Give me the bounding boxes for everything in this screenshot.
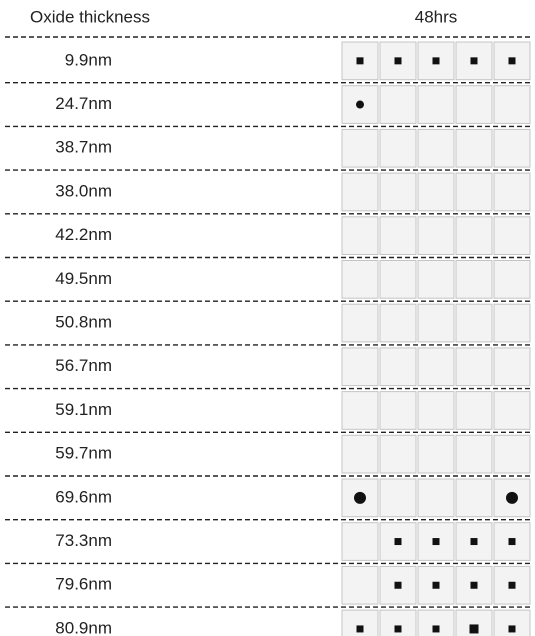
spot bbox=[433, 57, 440, 64]
sample-cell bbox=[418, 304, 454, 342]
figure: Oxide thickness 48hrs 9.9nm 24.7nm 38.7nm 3… bbox=[0, 0, 535, 636]
sample-cell bbox=[456, 304, 492, 342]
spot bbox=[471, 582, 478, 589]
sample-cell bbox=[380, 86, 416, 124]
sample-cell bbox=[342, 348, 378, 386]
sample-cell bbox=[380, 129, 416, 167]
spot bbox=[357, 57, 364, 64]
spot bbox=[509, 57, 516, 64]
spot bbox=[356, 101, 364, 109]
sample-cell bbox=[380, 261, 416, 299]
sample-cell bbox=[380, 348, 416, 386]
sample-cell bbox=[456, 261, 492, 299]
sample-cell bbox=[342, 392, 378, 430]
row-label: 9.9nm bbox=[65, 50, 112, 69]
sample-cell bbox=[342, 217, 378, 255]
spot bbox=[470, 624, 479, 633]
sample-cell bbox=[494, 348, 530, 386]
sample-cell bbox=[494, 392, 530, 430]
row-label: 56.7nm bbox=[55, 356, 112, 375]
spot bbox=[395, 625, 402, 632]
spot bbox=[471, 538, 478, 545]
sample-cell bbox=[380, 173, 416, 211]
spot bbox=[509, 538, 516, 545]
sample-cell bbox=[380, 304, 416, 342]
sample-cell bbox=[418, 86, 454, 124]
sample-cell bbox=[494, 129, 530, 167]
spot bbox=[433, 582, 440, 589]
column-header: 48hrs bbox=[415, 7, 458, 26]
sample-cell bbox=[342, 566, 378, 604]
row-label: 79.6nm bbox=[55, 575, 112, 594]
sample-cell bbox=[494, 217, 530, 255]
sample-cell bbox=[342, 304, 378, 342]
spot bbox=[506, 492, 518, 504]
row-label: 42.2nm bbox=[55, 225, 112, 244]
sample-cell bbox=[418, 217, 454, 255]
sample-cell bbox=[494, 261, 530, 299]
sample-cell bbox=[456, 173, 492, 211]
sample-cell bbox=[494, 435, 530, 473]
sample-cell bbox=[456, 479, 492, 517]
sample-cell bbox=[342, 435, 378, 473]
sample-cell bbox=[418, 173, 454, 211]
spot bbox=[471, 57, 478, 64]
sample-cell bbox=[342, 173, 378, 211]
sample-cell bbox=[380, 435, 416, 473]
sample-cell bbox=[380, 479, 416, 517]
sample-cell bbox=[342, 261, 378, 299]
spot bbox=[433, 625, 440, 632]
sample-cell bbox=[456, 392, 492, 430]
column-header: Oxide thickness bbox=[30, 7, 150, 26]
sample-cell bbox=[494, 86, 530, 124]
sample-cell bbox=[380, 217, 416, 255]
sample-cell bbox=[418, 479, 454, 517]
row-label: 24.7nm bbox=[55, 94, 112, 113]
row-label: 59.7nm bbox=[55, 444, 112, 463]
page: {"header": {"columns": ["Oxide thickness… bbox=[0, 0, 535, 636]
sample-cell bbox=[456, 129, 492, 167]
sample-cell bbox=[494, 173, 530, 211]
sample-cell bbox=[456, 217, 492, 255]
spot bbox=[357, 625, 364, 632]
sample-cell bbox=[380, 392, 416, 430]
row-label: 38.0nm bbox=[55, 181, 112, 200]
row-label: 38.7nm bbox=[55, 138, 112, 157]
sample-cell bbox=[342, 523, 378, 561]
spot bbox=[433, 538, 440, 545]
sample-cell bbox=[494, 304, 530, 342]
sample-cell bbox=[418, 261, 454, 299]
spot bbox=[395, 57, 402, 64]
row-label: 73.3nm bbox=[55, 531, 112, 550]
row-label: 59.1nm bbox=[55, 400, 112, 419]
spot bbox=[509, 625, 516, 632]
spot bbox=[354, 492, 366, 504]
sample-cell bbox=[418, 129, 454, 167]
row-label: 50.8nm bbox=[55, 313, 112, 332]
spot bbox=[395, 538, 402, 545]
sample-cell bbox=[456, 348, 492, 386]
spot bbox=[395, 582, 402, 589]
sample-cell bbox=[418, 348, 454, 386]
sample-cell bbox=[418, 392, 454, 430]
sample-cell bbox=[342, 129, 378, 167]
spot bbox=[509, 582, 516, 589]
row-label: 80.9nm bbox=[55, 618, 112, 636]
sample-cell bbox=[456, 435, 492, 473]
sample-cell bbox=[456, 86, 492, 124]
row-label: 69.6nm bbox=[55, 487, 112, 506]
sample-cell bbox=[418, 435, 454, 473]
row-label: 49.5nm bbox=[55, 269, 112, 288]
